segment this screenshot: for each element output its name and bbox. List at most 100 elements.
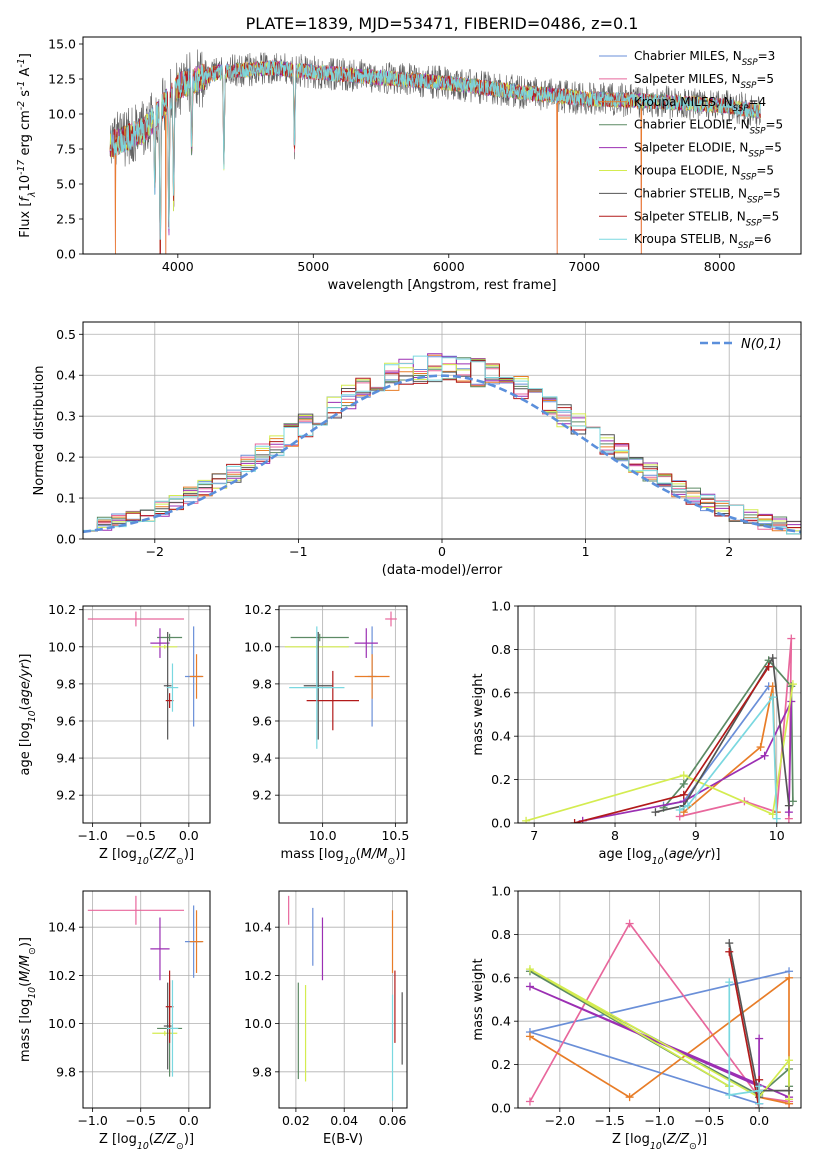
y-tick-label: 1.0 [491,884,511,899]
y-tick-label: 7.5 [56,142,76,157]
x-tick-label: −0.5 [694,1113,724,1128]
errorbar-point-elodie-kroupa [152,644,178,649]
y-tick-label: 9.8 [56,676,76,691]
panel-weight_vs_Z: −2.0 −1.5 −1.0 −0.5 0.0 0.0 0.2 0.4 0.6 0.8 1.0 Z [… [471,884,802,1152]
axes-frame [278,605,408,824]
y-tick-label: 0.2 [491,772,511,787]
y-tick-label: 0.4 [491,729,511,744]
x-tick-label: 8 [611,828,619,843]
errorbar-point-miles-kroupa [354,654,390,699]
x-axis-label: (data-model)/error [382,563,503,578]
series-stelib-kroupa [725,978,764,1108]
x-tick-label: −1 [289,544,307,559]
x-axis-label: E(B-V) [323,1132,363,1147]
x-tick-label: 0 [438,544,446,559]
errorbar-point-stelib-chabrier [163,631,172,740]
y-tick-label: 10.0 [48,1016,76,1031]
axes-frame [82,36,802,255]
y-tick-label: 10.0 [48,107,76,122]
y-tick-label: 15.0 [48,37,76,52]
y-tick-label: 9.6 [252,713,272,728]
errorbar-point-miles-kroupa [189,654,204,699]
x-axis-label: Z [log10(Z/Z⊙)] [612,1132,707,1152]
y-tick-label: 0.2 [491,1057,511,1072]
y-tick-label: 9.8 [56,1064,76,1079]
axes-frame [278,890,408,1109]
x-tick-label: 9 [692,828,700,843]
x-tick-label: −2 [146,544,164,559]
x-tick-label: 6000 [433,259,465,274]
x-tick-label: 4000 [162,259,194,274]
plot-area [288,895,403,1101]
errorbar-point-elodie-salpeter [354,628,378,658]
plot-area [284,611,397,749]
x-tick-label: −1.0 [644,1113,674,1128]
y-axis-label: mass [log10(M/M⊙)] [18,937,38,1062]
x-axis-label: age [log10(age/yr)] [598,847,720,867]
y-tick-label: 10.4 [244,920,272,935]
x-tick-label: 10.0 [309,828,337,843]
x-tick-label: 0.0 [749,1113,769,1128]
y-tick-label: 10.2 [244,602,272,617]
plot-area [109,49,761,254]
legend: N(0,1) [700,337,782,352]
y-tick-label: 10.0 [48,639,76,654]
y-tick-label: 10.0 [244,639,272,654]
series-miles-kroupa [525,973,794,1108]
y-tick-label: 10.2 [48,968,76,983]
histogram-step-4 [83,353,801,532]
axes-frame [82,605,211,824]
errorbar-point-stelib-kroupa [166,663,179,712]
y-tick-label: 0.8 [491,927,511,942]
x-tick-label: −2.0 [545,1113,575,1128]
plot-area [525,919,794,1108]
x-tick-label: 10.5 [381,828,409,843]
y-tick-label: 9.6 [56,713,76,728]
y-tick-label: 10.2 [244,968,272,983]
x-tick-label: 0.04 [330,1113,358,1128]
errorbar-point-stelib-chabrier [163,982,172,1070]
y-tick-label: 9.4 [252,751,272,766]
plot-area [83,353,801,535]
errorbar-point-stelib-salpeter [306,670,359,731]
x-tick-label: 5000 [297,259,329,274]
errorbar-point-elodie-salpeter [150,628,170,658]
y-tick-label: 9.8 [252,1064,272,1079]
axes-overlay: 10.0 10.5 9.2 9.4 9.6 9.8 10.0 10.2 mass [log10(… [244,602,409,866]
axes-overlay: −1.0 −0.5 0.0 9.2 9.4 9.6 9.8 10.0 10.2 Z [log10(… [18,602,211,867]
errorbar-point-miles-kroupa [189,910,204,973]
panel-mass_vs_Z: −1.0 −0.5 0.0 9.8 10.0 10.2 10.4 Z [log10(Z/Z⊙)… [18,890,211,1152]
axes-frame [517,605,802,824]
y-axis-label: mass weight [471,673,486,755]
errorbar-point-elodie-chabrier [157,633,183,642]
x-tick-label: 7 [530,828,538,843]
panel-weight_vs_age: 7 8 9 10 0.0 0.2 0.4 0.6 0.8 1.0 age [log10(age/yr… [471,599,802,867]
errorbar-point-elodie-kroupa [152,1030,178,1036]
errorbar-point-miles-salpeter [87,895,185,925]
y-tick-label: 0.8 [491,642,511,657]
y-tick-label: 0.6 [491,685,511,700]
x-tick-label: 8000 [704,259,736,274]
x-tick-label: 1 [582,544,590,559]
series-line [679,694,778,819]
x-tick-label: 0.0 [179,1113,199,1128]
x-tick-label: 2 [725,544,733,559]
plot-area [87,611,204,740]
errorbar-point-stelib-kroupa [289,626,345,749]
x-tick-label: 0.06 [379,1113,407,1128]
errorbar-point-elodie-chabrier [290,633,349,642]
axes-overlay: −1.0 −0.5 0.0 9.8 10.0 10.2 10.4 Z [log10(Z/Z⊙)… [18,890,211,1152]
figure-title: PLATE=1839, MJD=53471, FIBERID=0486, z=0… [246,14,639,33]
y-tick-label: 0.4 [56,368,76,383]
y-tick-label: 0.2 [56,450,76,465]
y-tick-label: 10.2 [48,602,76,617]
x-axis-label: Z [log10(Z/Z⊙)] [99,847,194,867]
y-tick-label: 0.0 [491,816,511,831]
errorbar-point-stelib-chabrier [303,631,333,740]
series-stelib-chabrier [651,654,793,817]
x-axis-label: mass [log10(M/M⊙)] [281,847,406,867]
x-tick-label: −0.5 [126,1113,156,1128]
y-tick-label: 10.4 [48,920,76,935]
axes-overlay: −2.0 −1.5 −1.0 −0.5 0.0 0.0 0.2 0.4 0.6 0.8 1.0 Z [… [471,884,802,1152]
